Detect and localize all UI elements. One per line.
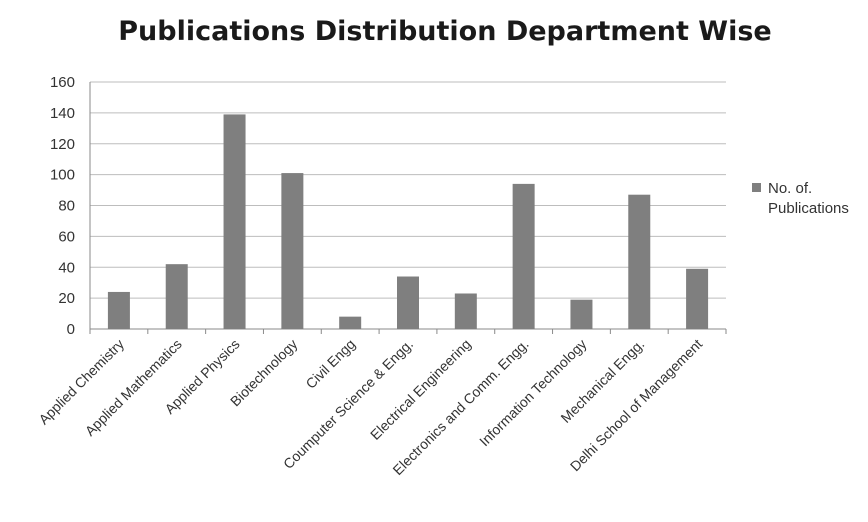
x-category-label: Civil Engg xyxy=(302,336,358,392)
y-tick-label: 140 xyxy=(50,105,75,122)
y-tick-label: 0 xyxy=(67,321,75,338)
y-tick-label: 100 xyxy=(50,167,75,184)
y-tick-label: 120 xyxy=(50,136,75,153)
bar xyxy=(281,173,304,329)
bar xyxy=(686,268,709,329)
bar xyxy=(339,316,362,329)
x-category-label: Information Technology xyxy=(476,336,589,449)
y-axis-ticks: 0 20 40 60 80 100 120 140 160 xyxy=(50,74,75,338)
bar xyxy=(165,264,188,329)
y-tick-label: 160 xyxy=(50,74,75,91)
bars xyxy=(89,114,727,334)
chart-title: Publications Distribution Department Wis… xyxy=(118,16,771,47)
x-category-label: Applied Mathematics xyxy=(82,336,185,439)
bar xyxy=(570,299,593,329)
bar xyxy=(454,293,477,329)
x-category-label: Electrical Engineering xyxy=(367,336,474,443)
legend-swatch xyxy=(752,183,761,192)
y-tick-label: 20 xyxy=(58,290,75,307)
bar xyxy=(628,194,651,329)
bar xyxy=(512,183,535,329)
bar xyxy=(397,276,419,329)
y-tick-label: 80 xyxy=(58,198,75,215)
y-tick-label: 60 xyxy=(58,228,75,245)
gridlines xyxy=(89,81,726,330)
y-tick-label: 40 xyxy=(58,259,75,276)
bar xyxy=(223,114,246,329)
legend-label-line-2: Publications xyxy=(768,200,849,217)
bar xyxy=(107,291,130,329)
legend: No. of. Publications xyxy=(752,180,849,217)
svg-text:No. of. Publications: No. of. Publications xyxy=(768,180,849,217)
legend-label-line-1: No. of. xyxy=(768,180,812,197)
